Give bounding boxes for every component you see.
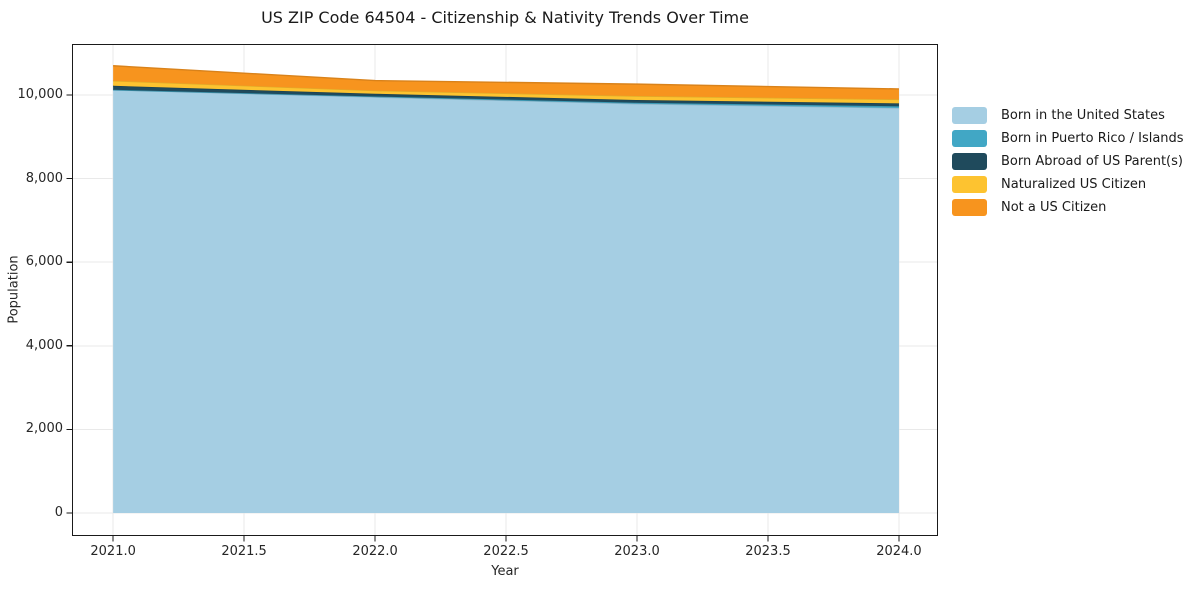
- x-tick-label: 2023.5: [745, 544, 791, 559]
- y-tick-label: 6,000: [25, 254, 63, 270]
- x-tick-label: 2022.0: [352, 544, 398, 559]
- legend-item: Born in the United States: [952, 104, 1184, 127]
- y-tick-label: 4,000: [25, 337, 63, 353]
- x-tick-label: 2021.5: [221, 544, 267, 559]
- legend-item: Born in Puerto Rico / Islands: [952, 127, 1184, 150]
- legend-label: Born Abroad of US Parent(s): [1001, 154, 1183, 169]
- x-tick-label: 2023.0: [614, 544, 660, 559]
- legend-item: Born Abroad of US Parent(s): [952, 150, 1184, 173]
- area-series-3: [113, 80, 899, 104]
- axes-frame: [71, 43, 939, 537]
- area-series-1: [113, 89, 899, 108]
- legend: Born in the United States Born in Puerto …: [952, 104, 1184, 219]
- y-axis-title: Population: [6, 255, 22, 324]
- y-tick-label: 8,000: [25, 170, 63, 186]
- x-tick-label: 2024.0: [876, 544, 922, 559]
- legend-label: Born in Puerto Rico / Islands: [1001, 131, 1184, 146]
- legend-item: Not a US Citizen: [952, 196, 1184, 219]
- chart-title: US ZIP Code 64504 - Citizenship & Nativi…: [261, 8, 749, 27]
- legend-swatch: [952, 153, 987, 170]
- legend-item: Naturalized US Citizen: [952, 173, 1184, 196]
- x-axis-title: Year: [491, 564, 519, 579]
- y-tick-label: 10,000: [17, 86, 64, 102]
- legend-swatch: [952, 176, 987, 193]
- legend-label: Born in the United States: [1001, 108, 1165, 123]
- area-series-4-edge: [113, 65, 899, 90]
- legend-swatch: [952, 130, 987, 147]
- x-tick-label: 2021.0: [90, 544, 136, 559]
- y-tick-label: 0: [54, 505, 63, 520]
- area-series-0: [113, 89, 899, 514]
- legend-label: Not a US Citizen: [1001, 200, 1107, 215]
- legend-swatch: [952, 199, 987, 216]
- legend-swatch: [952, 107, 987, 124]
- x-tick-label: 2022.5: [483, 544, 529, 559]
- y-tick-label: 2,000: [25, 421, 63, 437]
- legend-label: Naturalized US Citizen: [1001, 177, 1147, 192]
